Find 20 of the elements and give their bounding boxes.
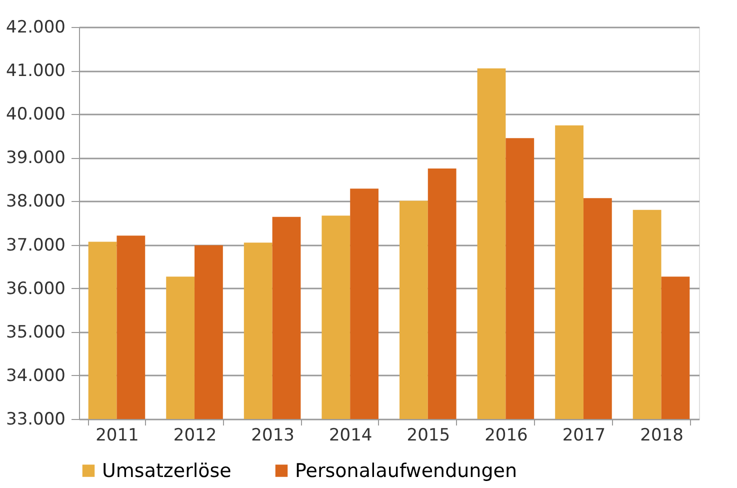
y-tick-label: 37.000 xyxy=(6,235,66,256)
x-tick-label: 2015 xyxy=(406,426,450,446)
y-tick-label: 41.000 xyxy=(6,61,66,82)
y-tick-label: 39.000 xyxy=(6,148,66,168)
y-tick-label: 36.000 xyxy=(6,278,66,299)
x-tick-label: 2012 xyxy=(173,426,217,446)
x-tick-label: 2016 xyxy=(484,426,528,446)
x-tick-label: 2018 xyxy=(640,426,684,446)
y-tick-label: 35.000 xyxy=(6,322,66,342)
x-tick-label: 2017 xyxy=(562,426,606,446)
y-tick-label: 42.000 xyxy=(6,18,66,38)
y-tick-label: 38.000 xyxy=(6,192,66,212)
y-tick-label: 34.000 xyxy=(6,366,66,386)
y-tick-label: 33.000 xyxy=(6,410,66,430)
x-tick-label: 2011 xyxy=(96,426,139,446)
y-tick-label: 40.000 xyxy=(6,104,66,125)
legend-label: Personalaufwendungen xyxy=(295,460,518,482)
x-tick-label: 2014 xyxy=(328,426,372,446)
x-tick-label: 2013 xyxy=(251,426,294,446)
legend-label: Umsatzerlöse xyxy=(102,460,232,482)
